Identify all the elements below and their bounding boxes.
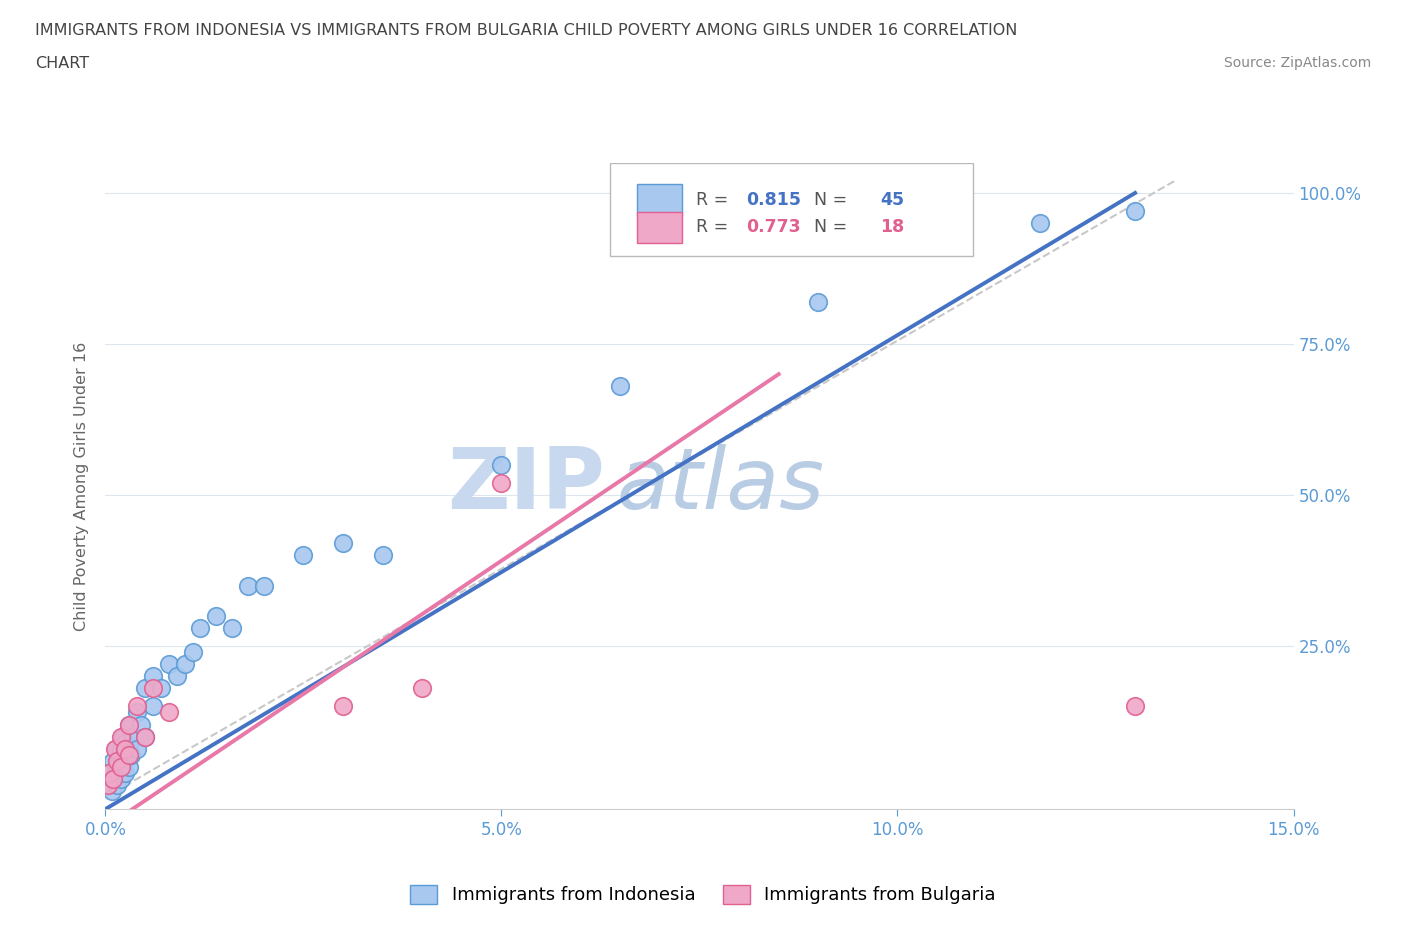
Text: CHART: CHART [35, 56, 89, 71]
Text: 45: 45 [880, 191, 904, 209]
FancyBboxPatch shape [637, 212, 682, 243]
Text: Source: ZipAtlas.com: Source: ZipAtlas.com [1223, 56, 1371, 70]
Point [108, 748, 131, 763]
Point [104, 741, 127, 756]
Point [236, 578, 259, 593]
Point [111, 760, 134, 775]
Point [98, 765, 121, 780]
Point [110, 741, 132, 756]
Point [134, 729, 156, 744]
Text: 0.815: 0.815 [745, 191, 801, 209]
Point [491, 458, 513, 472]
Point [142, 681, 165, 696]
Point [120, 748, 142, 763]
Point [411, 681, 433, 696]
Point [181, 644, 204, 659]
Point [111, 729, 134, 744]
Point [118, 717, 141, 732]
Point [134, 729, 156, 744]
Point [98, 777, 121, 792]
Point [371, 548, 394, 563]
FancyBboxPatch shape [637, 184, 682, 216]
Point [332, 536, 354, 551]
Point [118, 741, 141, 756]
Point [166, 669, 188, 684]
Point [127, 705, 149, 720]
Point [1123, 204, 1146, 219]
Point [114, 765, 136, 780]
Point [253, 578, 276, 593]
Text: 18: 18 [880, 219, 904, 236]
Point [103, 772, 125, 787]
Text: N =: N = [803, 219, 852, 236]
Point [134, 681, 156, 696]
Point [157, 705, 180, 720]
Point [807, 294, 830, 309]
Point [142, 669, 165, 684]
Point [114, 741, 136, 756]
Point [1029, 216, 1052, 231]
Point [110, 772, 132, 787]
Text: ZIP: ZIP [447, 445, 605, 527]
Point [114, 736, 136, 751]
Point [104, 765, 127, 780]
Point [127, 741, 149, 756]
Point [105, 777, 128, 792]
Point [103, 772, 125, 787]
Point [173, 657, 195, 671]
Point [127, 699, 149, 714]
Point [105, 760, 128, 775]
Text: R =: R = [696, 191, 734, 209]
Point [97, 777, 120, 792]
Legend: Immigrants from Indonesia, Immigrants from Bulgaria: Immigrants from Indonesia, Immigrants fr… [404, 878, 1002, 911]
Point [491, 475, 513, 490]
Point [105, 753, 128, 768]
Point [118, 748, 141, 763]
Point [609, 379, 631, 393]
Point [205, 608, 228, 623]
Point [110, 760, 132, 775]
Text: 0.773: 0.773 [745, 219, 800, 236]
Point [129, 717, 152, 732]
Point [103, 753, 125, 768]
Point [118, 760, 141, 775]
Y-axis label: Child Poverty Among Girls Under 16: Child Poverty Among Girls Under 16 [75, 341, 90, 631]
Text: R =: R = [696, 219, 734, 236]
Point [190, 620, 212, 635]
Point [1123, 699, 1146, 714]
Point [142, 699, 165, 714]
Point [332, 699, 354, 714]
Text: atlas: atlas [616, 445, 824, 527]
Point [149, 681, 172, 696]
Point [110, 729, 132, 744]
Text: N =: N = [803, 191, 852, 209]
Point [292, 548, 315, 563]
Point [118, 717, 141, 732]
Point [101, 784, 124, 799]
FancyBboxPatch shape [610, 163, 973, 257]
Text: IMMIGRANTS FROM INDONESIA VS IMMIGRANTS FROM BULGARIA CHILD POVERTY AMONG GIRLS : IMMIGRANTS FROM INDONESIA VS IMMIGRANTS … [35, 23, 1018, 38]
Point [157, 657, 180, 671]
Point [122, 729, 145, 744]
Point [221, 620, 243, 635]
Point [104, 741, 127, 756]
